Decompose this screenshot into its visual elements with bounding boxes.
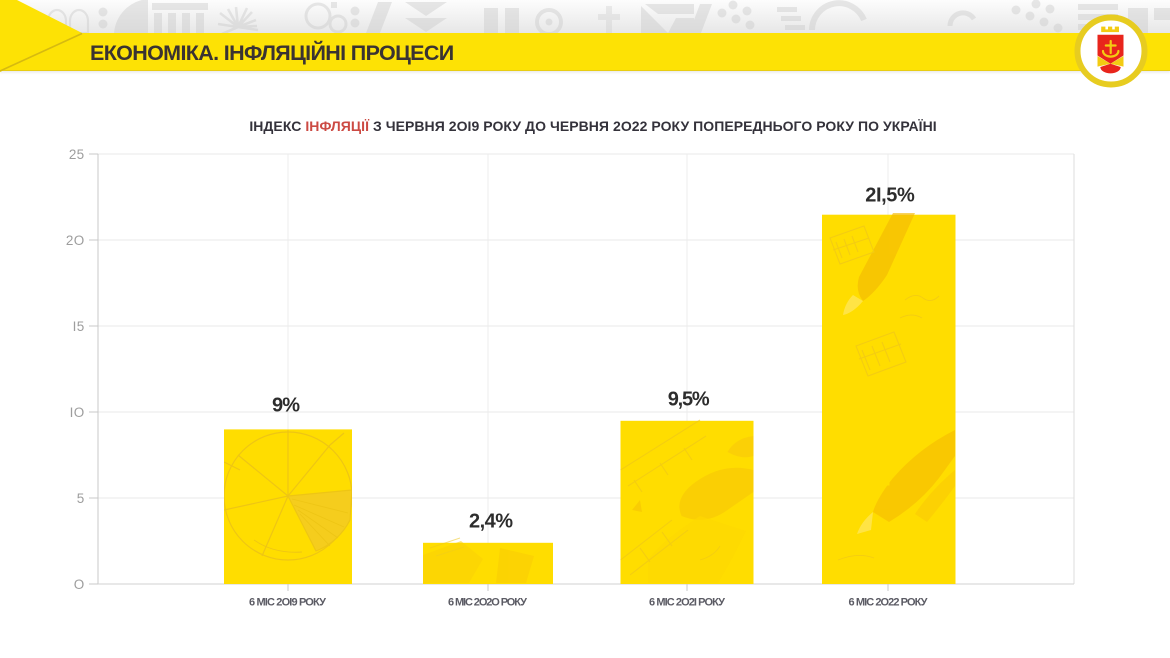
svg-text:2,4%: 2,4% <box>469 510 513 532</box>
svg-text:6 МІС 2O2I РОКУ: 6 МІС 2O2I РОКУ <box>649 596 725 608</box>
svg-text:5: 5 <box>77 491 85 506</box>
svg-text:I5: I5 <box>73 319 85 334</box>
svg-text:25: 25 <box>69 147 85 162</box>
svg-text:2O: 2O <box>66 233 85 248</box>
svg-text:6 МІС 2O22 РОКУ: 6 МІС 2O22 РОКУ <box>849 596 928 608</box>
svg-text:9,5%: 9,5% <box>668 388 710 410</box>
svg-text:6 МІС 2OI9 РОКУ: 6 МІС 2OI9 РОКУ <box>249 596 326 608</box>
svg-text:IO: IO <box>70 405 85 420</box>
svg-text:O: O <box>74 577 85 592</box>
svg-text:2I,5%: 2I,5% <box>865 184 915 206</box>
svg-text:6 МІС 2O2O РОКУ: 6 МІС 2O2O РОКУ <box>448 596 527 608</box>
svg-text:9%: 9% <box>272 394 300 416</box>
